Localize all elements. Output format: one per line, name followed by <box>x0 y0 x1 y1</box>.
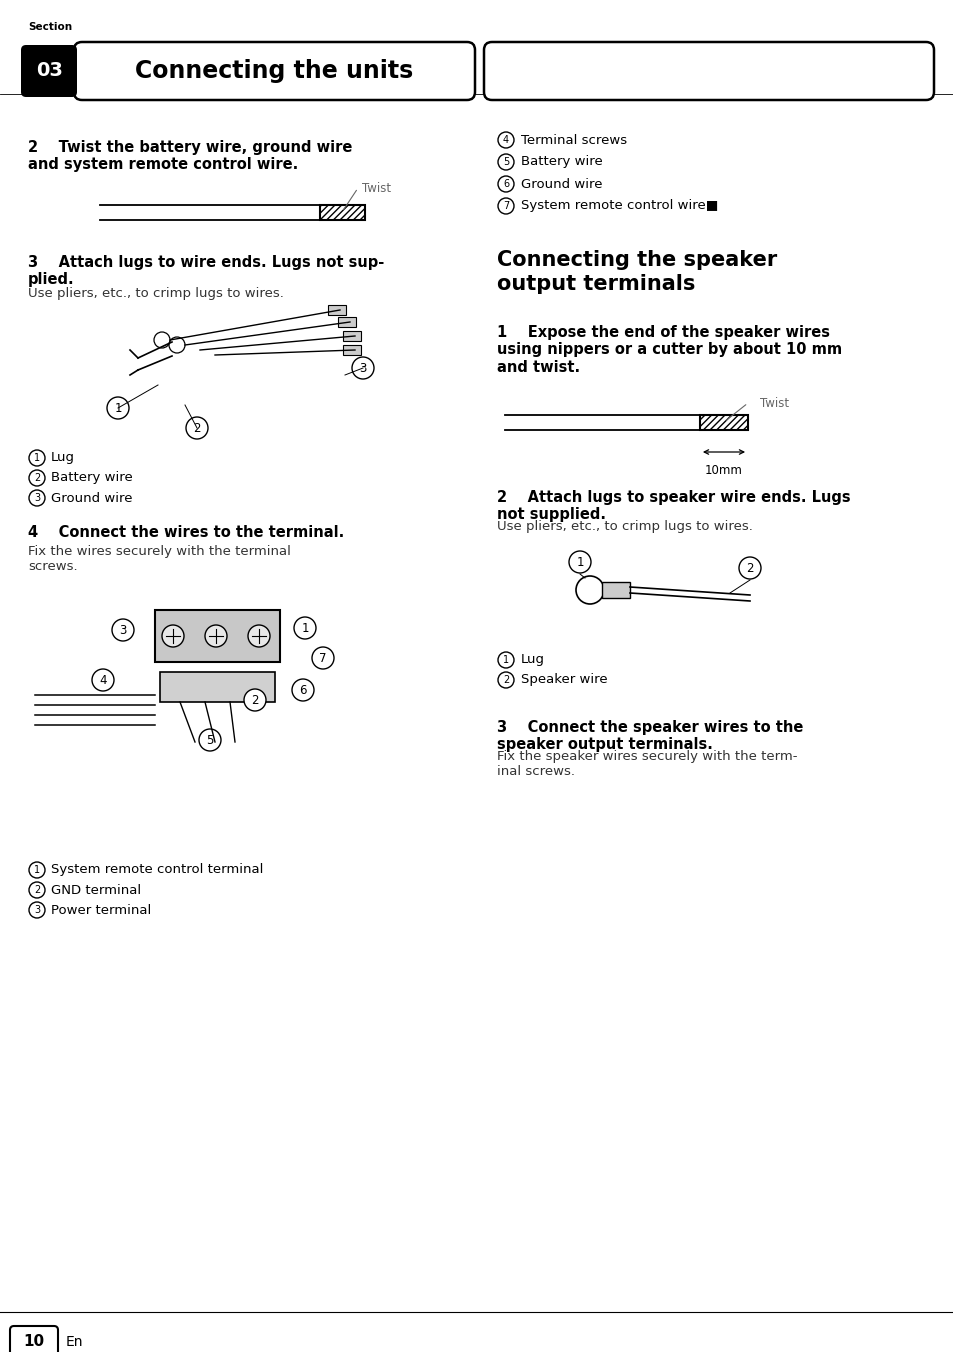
Text: Use pliers, etc., to crimp lugs to wires.: Use pliers, etc., to crimp lugs to wires… <box>497 521 752 533</box>
Text: System remote control wire■: System remote control wire■ <box>520 200 718 212</box>
Text: Lug: Lug <box>51 452 75 465</box>
Text: 1: 1 <box>502 654 509 665</box>
Circle shape <box>29 489 45 506</box>
Circle shape <box>29 882 45 898</box>
Text: 6: 6 <box>502 178 509 189</box>
Text: 1: 1 <box>34 865 40 875</box>
Text: Twist: Twist <box>760 397 788 410</box>
Text: 6: 6 <box>299 684 307 696</box>
Text: 2: 2 <box>745 561 753 575</box>
Text: 10: 10 <box>24 1334 45 1349</box>
Bar <box>343 331 360 341</box>
Text: 3: 3 <box>359 361 366 375</box>
Text: Lug: Lug <box>520 653 544 667</box>
Text: 1: 1 <box>114 402 122 415</box>
Circle shape <box>312 648 334 669</box>
Circle shape <box>29 450 45 466</box>
Circle shape <box>497 197 514 214</box>
Text: 1: 1 <box>301 622 309 634</box>
Circle shape <box>497 132 514 147</box>
Text: 5: 5 <box>206 734 213 746</box>
Circle shape <box>29 902 45 918</box>
Text: 10mm: 10mm <box>704 464 742 477</box>
Circle shape <box>205 625 227 648</box>
Bar <box>343 345 360 356</box>
Text: 1: 1 <box>576 556 583 568</box>
Circle shape <box>91 669 113 691</box>
Text: 2: 2 <box>193 422 200 434</box>
FancyBboxPatch shape <box>21 45 77 97</box>
Bar <box>160 672 274 702</box>
Text: 3: 3 <box>34 904 40 915</box>
Text: 2: 2 <box>251 694 258 707</box>
Circle shape <box>248 625 270 648</box>
Circle shape <box>497 652 514 668</box>
Circle shape <box>162 625 184 648</box>
Circle shape <box>29 863 45 877</box>
FancyBboxPatch shape <box>74 42 475 100</box>
Text: 3    Connect the speaker wires to the
speaker output terminals.: 3 Connect the speaker wires to the speak… <box>497 721 802 753</box>
Text: Use pliers, etc., to crimp lugs to wires.: Use pliers, etc., to crimp lugs to wires… <box>28 287 284 300</box>
Bar <box>328 306 346 315</box>
Text: En: En <box>66 1334 84 1349</box>
Circle shape <box>576 576 603 604</box>
Text: Twist: Twist <box>361 183 391 195</box>
Text: Connecting the speaker
output terminals: Connecting the speaker output terminals <box>497 250 777 293</box>
Bar <box>337 316 355 327</box>
Text: Fix the speaker wires securely with the term-
inal screws.: Fix the speaker wires securely with the … <box>497 750 797 777</box>
Circle shape <box>497 154 514 170</box>
Text: Speaker wire: Speaker wire <box>520 673 607 687</box>
Text: Ground wire: Ground wire <box>520 177 602 191</box>
Bar <box>319 206 365 220</box>
Circle shape <box>497 672 514 688</box>
Text: Battery wire: Battery wire <box>520 155 602 169</box>
Text: GND terminal: GND terminal <box>51 883 141 896</box>
Text: Ground wire: Ground wire <box>51 492 132 504</box>
Text: 7: 7 <box>319 652 327 664</box>
Text: Fix the wires securely with the terminal
screws.: Fix the wires securely with the terminal… <box>28 545 291 573</box>
Text: 4    Connect the wires to the terminal.: 4 Connect the wires to the terminal. <box>28 525 344 539</box>
Text: 2: 2 <box>34 886 40 895</box>
Circle shape <box>568 552 590 573</box>
Text: 1    Expose the end of the speaker wires
using nippers or a cutter by about 10 m: 1 Expose the end of the speaker wires us… <box>497 324 841 375</box>
Text: Battery wire: Battery wire <box>51 472 132 484</box>
Text: Terminal screws: Terminal screws <box>520 134 626 146</box>
Text: 3: 3 <box>119 623 127 637</box>
Circle shape <box>186 416 208 439</box>
Text: 2: 2 <box>34 473 40 483</box>
Circle shape <box>29 470 45 485</box>
Circle shape <box>292 679 314 700</box>
Text: 3    Attach lugs to wire ends. Lugs not sup-
plied.: 3 Attach lugs to wire ends. Lugs not sup… <box>28 256 384 288</box>
Text: 4: 4 <box>502 135 509 145</box>
Circle shape <box>294 617 315 639</box>
Text: Connecting the units: Connecting the units <box>135 59 414 82</box>
Bar <box>601 581 629 598</box>
Circle shape <box>112 619 133 641</box>
Text: 1: 1 <box>34 453 40 462</box>
Circle shape <box>739 557 760 579</box>
Text: 5: 5 <box>502 157 509 168</box>
Circle shape <box>244 690 266 711</box>
Text: Power terminal: Power terminal <box>51 903 152 917</box>
Circle shape <box>497 176 514 192</box>
Bar <box>154 610 280 662</box>
Text: 2    Twist the battery wire, ground wire
and system remote control wire.: 2 Twist the battery wire, ground wire an… <box>28 141 352 173</box>
Circle shape <box>199 729 221 750</box>
Text: System remote control terminal: System remote control terminal <box>51 864 263 876</box>
Text: 3: 3 <box>34 493 40 503</box>
Text: 7: 7 <box>502 201 509 211</box>
Text: Section: Section <box>28 22 72 32</box>
Text: 2    Attach lugs to speaker wire ends. Lugs
not supplied.: 2 Attach lugs to speaker wire ends. Lugs… <box>497 489 850 522</box>
Text: 03: 03 <box>36 61 63 81</box>
Text: 2: 2 <box>502 675 509 685</box>
Bar <box>700 415 747 430</box>
FancyBboxPatch shape <box>483 42 933 100</box>
Circle shape <box>352 357 374 379</box>
Text: 4: 4 <box>99 673 107 687</box>
Circle shape <box>107 397 129 419</box>
FancyBboxPatch shape <box>10 1326 58 1352</box>
